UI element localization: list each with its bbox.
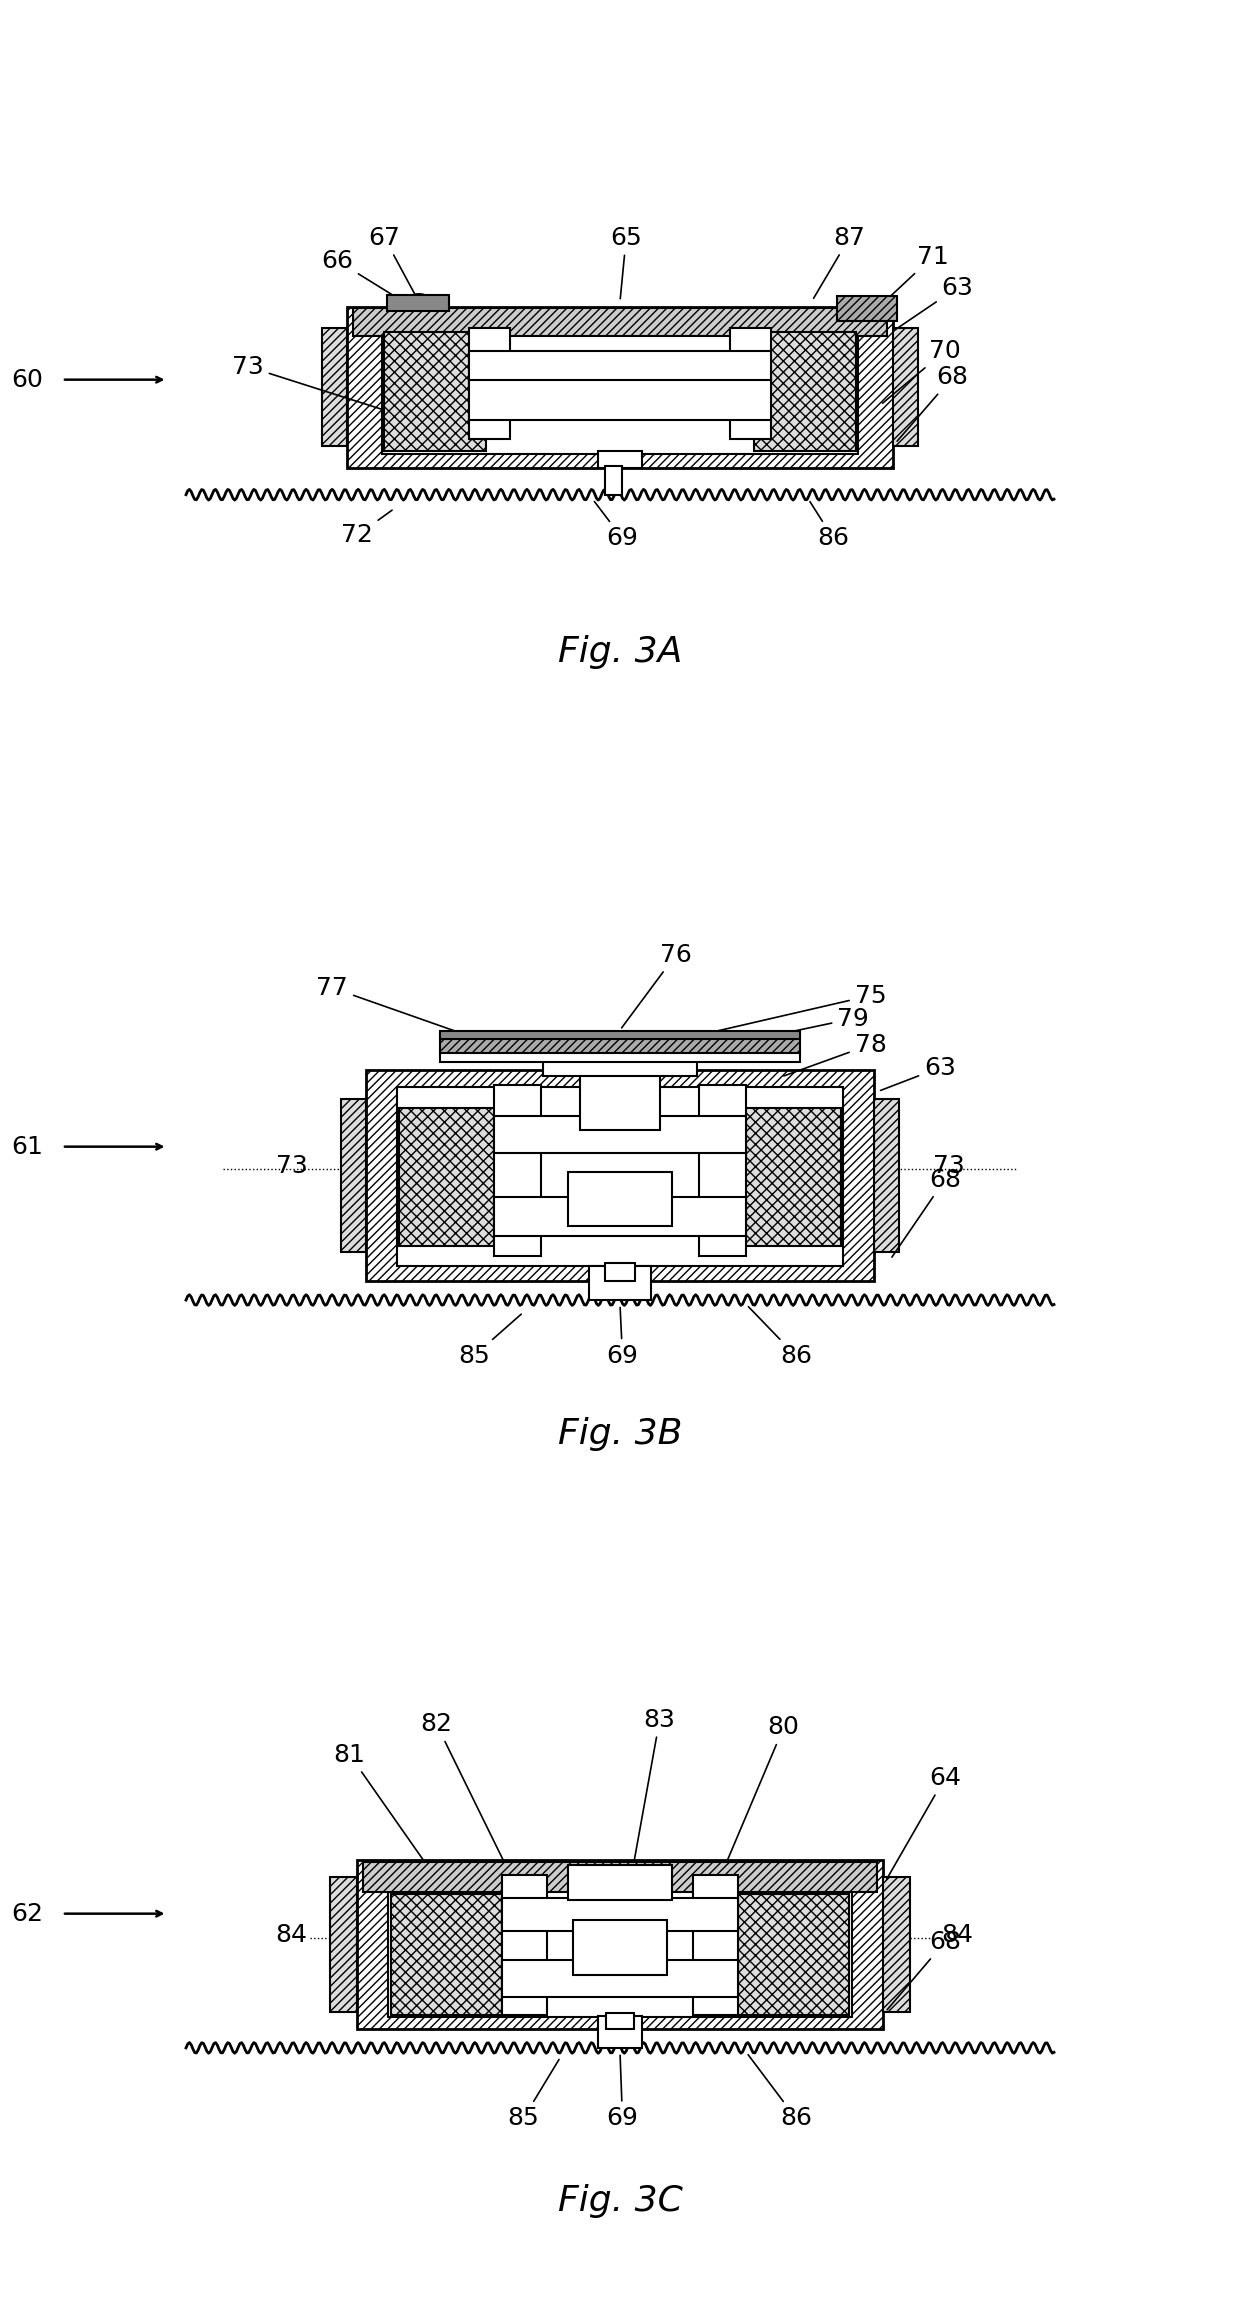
FancyBboxPatch shape <box>469 350 771 387</box>
Text: 76: 76 <box>621 943 692 1029</box>
FancyBboxPatch shape <box>391 1894 502 2016</box>
Text: 87: 87 <box>813 225 866 299</box>
FancyBboxPatch shape <box>469 327 510 439</box>
Text: 69: 69 <box>606 2055 639 2131</box>
Text: 83: 83 <box>632 1707 676 1868</box>
Text: 79: 79 <box>660 1006 869 1058</box>
Text: 63: 63 <box>880 1056 956 1091</box>
FancyBboxPatch shape <box>440 1031 800 1038</box>
FancyBboxPatch shape <box>580 1068 660 1130</box>
Text: Fig. 3A: Fig. 3A <box>558 635 682 670</box>
FancyBboxPatch shape <box>606 2013 634 2029</box>
Text: 86: 86 <box>810 502 849 550</box>
FancyBboxPatch shape <box>502 1875 547 2016</box>
FancyBboxPatch shape <box>598 451 642 467</box>
Text: 81: 81 <box>334 1742 433 1873</box>
Text: 72: 72 <box>341 511 392 548</box>
FancyBboxPatch shape <box>699 1086 746 1256</box>
Text: 68: 68 <box>887 1931 961 2009</box>
Text: 66: 66 <box>321 249 392 295</box>
Text: Fig. 3B: Fig. 3B <box>558 1417 682 1452</box>
Text: 68: 68 <box>892 1167 961 1256</box>
FancyBboxPatch shape <box>388 1871 852 2018</box>
FancyBboxPatch shape <box>399 1109 508 1247</box>
Text: 77: 77 <box>316 976 494 1045</box>
FancyBboxPatch shape <box>874 1100 899 1252</box>
Text: 86: 86 <box>749 1307 812 1369</box>
Text: 69: 69 <box>594 502 639 550</box>
Text: 62: 62 <box>11 1901 43 1926</box>
Text: 75: 75 <box>687 983 887 1038</box>
FancyBboxPatch shape <box>366 1070 874 1282</box>
FancyBboxPatch shape <box>568 1171 672 1226</box>
FancyBboxPatch shape <box>502 1960 738 1997</box>
FancyBboxPatch shape <box>494 1197 746 1236</box>
FancyBboxPatch shape <box>322 329 347 446</box>
Circle shape <box>405 295 433 311</box>
FancyBboxPatch shape <box>494 1116 746 1153</box>
Text: Fig. 3C: Fig. 3C <box>558 2184 682 2218</box>
FancyBboxPatch shape <box>347 306 893 467</box>
FancyBboxPatch shape <box>353 308 887 336</box>
FancyBboxPatch shape <box>598 2016 642 2048</box>
Text: 68: 68 <box>897 366 968 442</box>
Text: 65: 65 <box>610 225 642 299</box>
FancyBboxPatch shape <box>543 1052 697 1077</box>
Text: 61: 61 <box>11 1134 43 1160</box>
Text: 70: 70 <box>883 338 961 403</box>
FancyBboxPatch shape <box>837 297 897 320</box>
FancyBboxPatch shape <box>502 1898 738 1931</box>
FancyBboxPatch shape <box>397 1086 843 1266</box>
FancyBboxPatch shape <box>732 1109 841 1247</box>
FancyBboxPatch shape <box>589 1266 651 1300</box>
Text: 84: 84 <box>941 1924 973 1947</box>
FancyBboxPatch shape <box>387 295 449 311</box>
FancyBboxPatch shape <box>384 331 486 451</box>
FancyBboxPatch shape <box>363 1862 877 1891</box>
FancyBboxPatch shape <box>754 331 856 451</box>
FancyBboxPatch shape <box>738 1894 849 2016</box>
FancyBboxPatch shape <box>893 329 918 446</box>
Text: 73: 73 <box>275 1155 308 1178</box>
FancyBboxPatch shape <box>330 1878 357 2011</box>
FancyBboxPatch shape <box>605 1263 635 1282</box>
Text: 71: 71 <box>877 244 949 311</box>
Text: 64: 64 <box>887 1765 961 1880</box>
Text: 60: 60 <box>11 368 43 391</box>
Text: 85: 85 <box>507 2059 559 2131</box>
Text: 86: 86 <box>748 2055 812 2131</box>
Text: 84: 84 <box>275 1924 308 1947</box>
FancyBboxPatch shape <box>568 1864 672 1901</box>
FancyBboxPatch shape <box>469 380 771 421</box>
Text: 63: 63 <box>895 276 973 329</box>
FancyBboxPatch shape <box>382 318 858 453</box>
FancyBboxPatch shape <box>440 1038 800 1054</box>
Text: 78: 78 <box>784 1033 887 1077</box>
FancyBboxPatch shape <box>605 467 622 495</box>
Text: 69: 69 <box>606 1307 639 1369</box>
Text: 80: 80 <box>723 1714 800 1871</box>
FancyBboxPatch shape <box>494 1086 541 1256</box>
Text: 85: 85 <box>458 1314 521 1369</box>
FancyBboxPatch shape <box>693 1875 738 2016</box>
FancyBboxPatch shape <box>357 1859 883 2029</box>
FancyBboxPatch shape <box>341 1100 366 1252</box>
Text: 73: 73 <box>232 354 407 416</box>
FancyBboxPatch shape <box>440 1052 800 1063</box>
FancyBboxPatch shape <box>573 1919 667 1974</box>
FancyBboxPatch shape <box>883 1878 910 2011</box>
FancyBboxPatch shape <box>730 327 771 439</box>
Text: 82: 82 <box>420 1712 507 1868</box>
Text: 67: 67 <box>368 225 418 299</box>
Text: 73: 73 <box>932 1155 965 1178</box>
